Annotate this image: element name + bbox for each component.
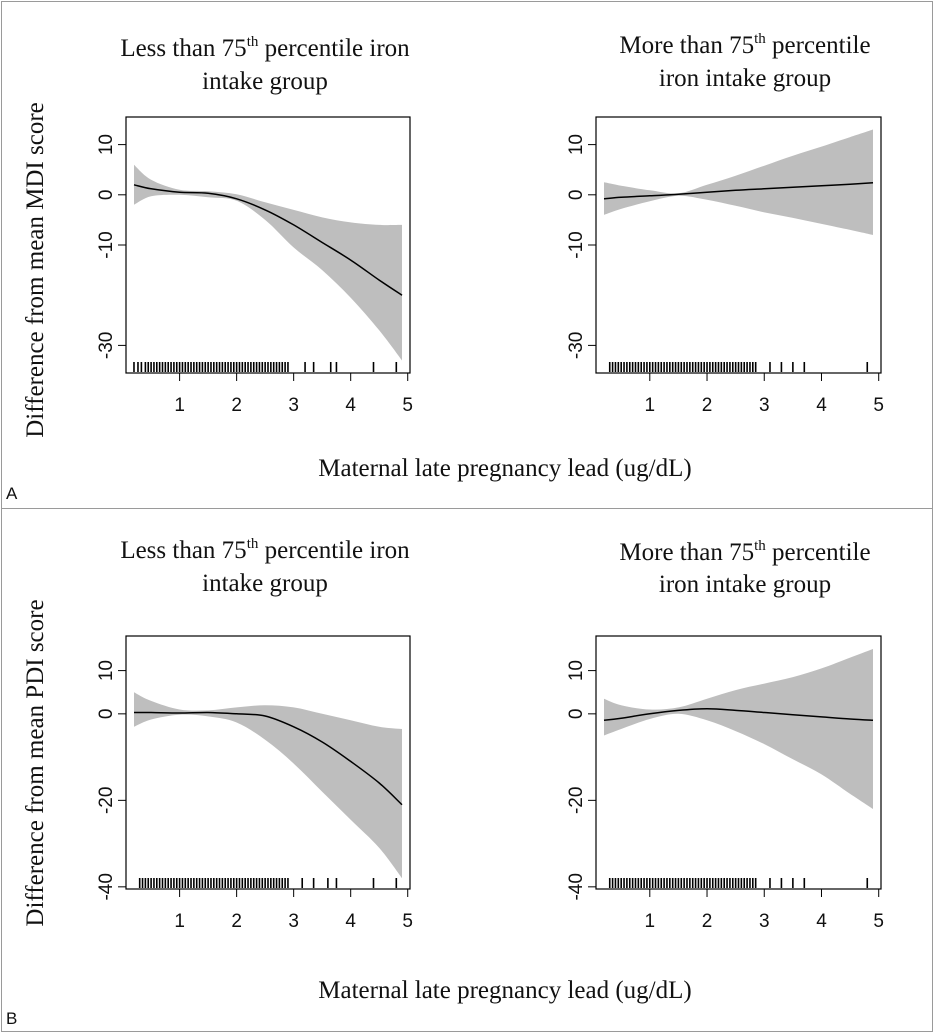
chart-2-x-tick-label: 2 [702, 395, 713, 416]
chart-1-y-tick-label: 10 [96, 134, 117, 155]
chart-4-rug [608, 878, 869, 888]
panel-a-x-axis-label: Maternal late pregnancy lead (ug/dL) [318, 455, 691, 482]
panel-b-y-axis-label: Difference from mean PDI score [22, 599, 49, 926]
chart-4-x-tick-label: 4 [816, 911, 827, 932]
chart-2-y-tick-label: 0 [566, 190, 587, 201]
chart-3-y-tick-label: 0 [96, 709, 117, 720]
chart-1-x-tick-label: 4 [345, 395, 356, 416]
chart-2-x-tick-label: 1 [645, 395, 656, 416]
chart-2-confidence-band [604, 129, 873, 235]
chart-4-y-tick-label: 0 [566, 709, 587, 720]
panel-a-letter: A [6, 484, 18, 503]
chart-4-plot-frame [595, 635, 882, 890]
chart-2-x-tick-label: 5 [873, 395, 884, 416]
chart-2-y-tick-label: -10 [566, 231, 587, 258]
chart-1-y-tick-label: 0 [96, 190, 117, 201]
panel-b-letter: B [6, 1009, 17, 1028]
chart-1-group: 1 2 3 4 5 10 0 -10 -30 Less than 75th percentile … [96, 34, 413, 416]
chart-3-plot-frame [125, 635, 411, 890]
chart-4-y-tick-label: 10 [566, 660, 587, 681]
chart-3-fitted-line [133, 711, 403, 806]
chart-3-x-tick-label: 4 [345, 911, 356, 932]
chart-2-rug [608, 362, 869, 372]
chart-4-group: 1 2 3 4 5 10 0 -20 -40 More than 75th percentile i… [566, 538, 884, 932]
chart-4-x-tick-label: 1 [645, 911, 656, 932]
chart-4-y-tick-label: -40 [566, 873, 587, 900]
panel-b-border [1, 508, 933, 1032]
chart-3-rug [138, 878, 398, 888]
chart-2-group: 1 2 3 4 5 10 0 -10 -30 More than 75th percentile i… [566, 31, 884, 416]
chart-2-y-tick-label: -30 [566, 332, 587, 359]
chart-4-confidence-band [604, 649, 873, 809]
chart-4-fitted-line [603, 707, 874, 722]
chart-2-x-tick-label: 4 [816, 395, 827, 416]
chart-2-title-line1: More than 75th percentile [619, 31, 870, 59]
chart-3-y-tick-label: -20 [96, 787, 117, 814]
chart-1-title-line2: intake group [202, 68, 328, 95]
chart-4-x-tick-label: 3 [759, 911, 770, 932]
chart-3-x-tick-label: 2 [231, 911, 242, 932]
chart-1-rug [133, 362, 398, 372]
panel-a-y-axis-label: Difference from mean MDI score [22, 102, 49, 438]
chart-1-y-tick-label: -30 [96, 332, 117, 359]
chart-2-title-line2: iron intake group [659, 65, 831, 92]
chart-2-x-tick-label: 3 [759, 395, 770, 416]
chart-4-x-tick-label: 2 [702, 911, 713, 932]
chart-3-x-tick-label: 1 [174, 911, 185, 932]
panel-b-x-axis-label: Maternal late pregnancy lead (ug/dL) [318, 977, 691, 1004]
chart-4-title-line1: More than 75th percentile [619, 538, 870, 566]
chart-1-x-tick-label: 2 [231, 395, 242, 416]
chart-3-group: 1 2 3 4 5 10 0 -20 -40 Less than 75th percentile … [96, 536, 413, 932]
chart-4-x-tick-label: 5 [873, 911, 884, 932]
chart-1-y-tick-label: -10 [96, 231, 117, 258]
chart-2-fitted-line [603, 182, 874, 200]
chart-1-x-tick-label: 1 [174, 395, 185, 416]
chart-3-x-tick-label: 5 [402, 911, 413, 932]
chart-3-x-tick-label: 3 [288, 911, 299, 932]
chart-1-x-tick-label: 3 [288, 395, 299, 416]
chart-3-title-line2: intake group [202, 570, 328, 597]
chart-4-y-tick-label: -20 [566, 787, 587, 814]
chart-1-title-line1: Less than 75th percentile iron [120, 34, 410, 62]
chart-3-y-tick-label: 10 [96, 660, 117, 681]
chart-2-y-tick-label: 10 [566, 134, 587, 155]
chart-1-fitted-line [133, 184, 403, 296]
chart-3-confidence-band [134, 692, 402, 879]
chart-1-confidence-band [134, 164, 402, 361]
chart-3-title-line1: Less than 75th percentile iron [120, 536, 410, 564]
chart-4-title-line2: iron intake group [659, 571, 831, 598]
chart-1-x-tick-label: 5 [402, 395, 413, 416]
chart-3-y-tick-label: -40 [96, 873, 117, 900]
